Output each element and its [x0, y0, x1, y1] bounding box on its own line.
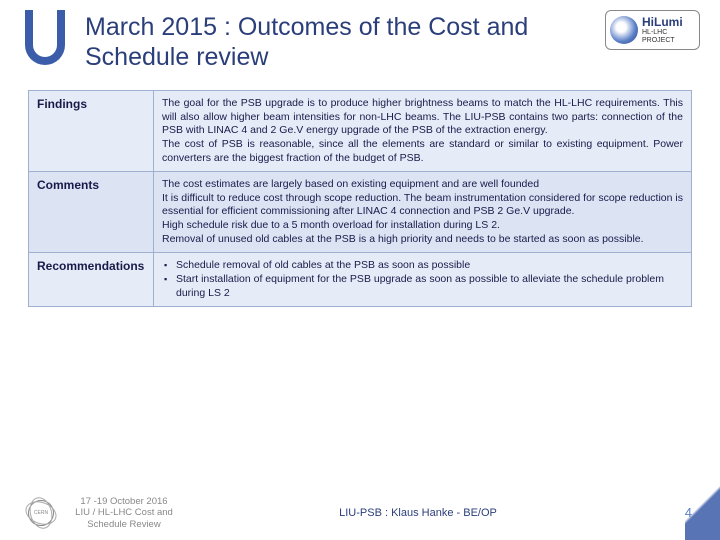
cern-logo-icon: CERN	[28, 500, 54, 526]
row-label: Recommendations	[29, 253, 154, 307]
slide-header: March 2015 : Outcomes of the Cost and Sc…	[0, 0, 720, 90]
slide-title: March 2015 : Outcomes of the Cost and Sc…	[85, 10, 595, 72]
row-body: The goal for the PSB upgrade is to produ…	[154, 91, 692, 172]
row-body: Schedule removal of old cables at the PS…	[154, 253, 692, 307]
org-logo	[20, 10, 70, 75]
bullet-list: Schedule removal of old cables at the PS…	[162, 259, 683, 300]
corner-accent-icon	[685, 470, 720, 540]
slide-footer: CERN 17 -19 October 2016LIU / HL-LHC Cos…	[0, 496, 720, 530]
table-row: CommentsThe cost estimates are largely b…	[29, 172, 692, 253]
footer-author: LIU-PSB : Klaus Hanke - BE/OP	[184, 507, 652, 519]
row-body: The cost estimates are largely based on …	[154, 172, 692, 253]
row-label: Findings	[29, 91, 154, 172]
row-label: Comments	[29, 172, 154, 253]
hilumi-box: HiLumi HL-LHC PROJECT	[605, 10, 700, 50]
bullet-item: Start installation of equipment for the …	[164, 273, 683, 300]
table-row: Recommendations Schedule removal of old c…	[29, 253, 692, 307]
outcomes-table: FindingsThe goal for the PSB upgrade is …	[28, 90, 692, 307]
u-shape-icon	[25, 10, 65, 65]
content-table-wrap: FindingsThe goal for the PSB upgrade is …	[0, 90, 720, 307]
hilumi-text: HiLumi HL-LHC PROJECT	[642, 16, 695, 45]
footer-date-event: 17 -19 October 2016LIU / HL-LHC Cost and…	[64, 496, 184, 530]
spiral-icon	[610, 16, 638, 44]
bullet-item: Schedule removal of old cables at the PS…	[164, 259, 683, 273]
hilumi-logo: HiLumi HL-LHC PROJECT	[605, 10, 700, 60]
table-row: FindingsThe goal for the PSB upgrade is …	[29, 91, 692, 172]
